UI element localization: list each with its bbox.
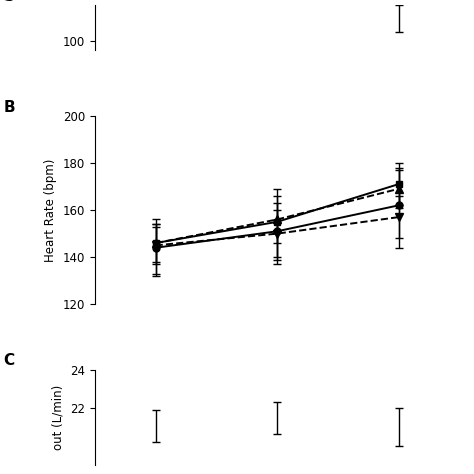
Text: S: S [4,0,15,4]
Text: C: C [4,353,15,368]
Y-axis label: Heart Rate (bpm): Heart Rate (bpm) [44,158,57,262]
Text: B: B [4,100,15,116]
Y-axis label: out (L/min): out (L/min) [52,385,64,450]
